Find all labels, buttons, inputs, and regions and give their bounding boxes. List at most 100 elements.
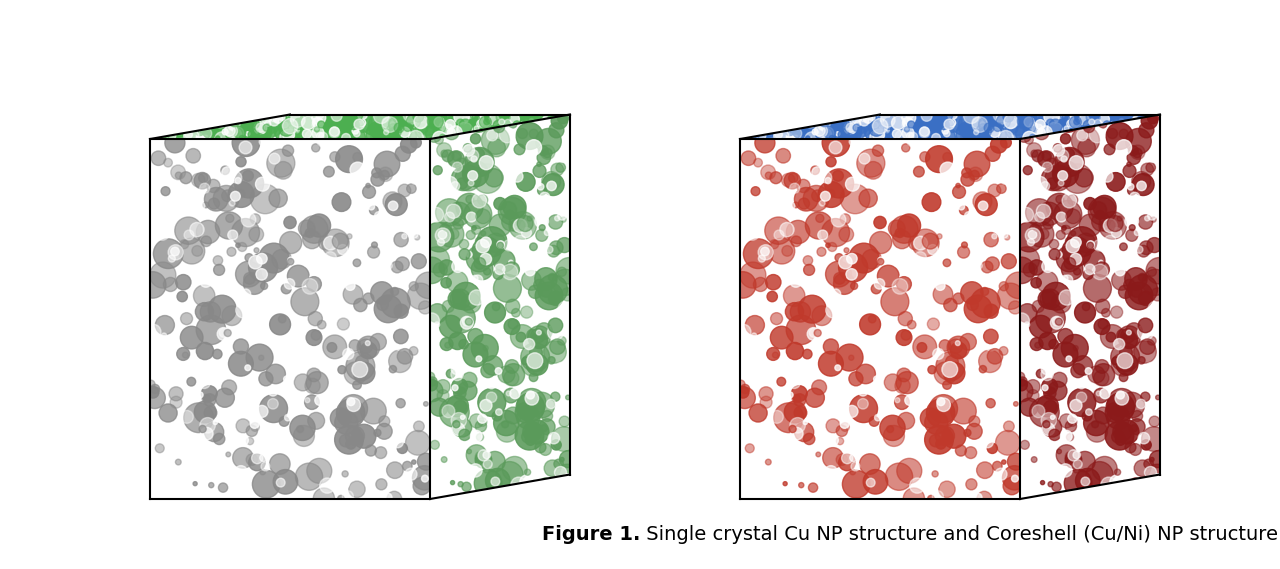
Circle shape <box>435 135 443 144</box>
Circle shape <box>1041 481 1044 485</box>
Circle shape <box>543 112 568 138</box>
Circle shape <box>415 117 439 141</box>
Circle shape <box>525 132 573 180</box>
Circle shape <box>476 356 481 362</box>
Circle shape <box>146 380 155 389</box>
Circle shape <box>936 129 946 139</box>
Circle shape <box>155 444 164 453</box>
Circle shape <box>1051 316 1064 329</box>
Circle shape <box>442 119 470 147</box>
Circle shape <box>230 116 237 122</box>
Circle shape <box>518 121 534 135</box>
Circle shape <box>209 90 243 125</box>
Circle shape <box>297 98 344 146</box>
Circle shape <box>445 113 454 121</box>
Circle shape <box>1001 254 1016 269</box>
Circle shape <box>475 237 484 245</box>
Circle shape <box>822 97 854 130</box>
Circle shape <box>951 398 977 424</box>
Circle shape <box>520 96 566 143</box>
Circle shape <box>997 106 1037 146</box>
Circle shape <box>892 230 911 249</box>
Circle shape <box>247 118 256 127</box>
Circle shape <box>951 343 966 358</box>
Circle shape <box>544 114 549 121</box>
Circle shape <box>300 204 343 246</box>
Circle shape <box>1125 282 1153 310</box>
Circle shape <box>506 299 520 314</box>
Circle shape <box>346 125 365 144</box>
Circle shape <box>535 282 563 310</box>
Circle shape <box>767 105 787 125</box>
Circle shape <box>525 122 540 137</box>
Circle shape <box>335 424 370 459</box>
Circle shape <box>719 455 745 481</box>
Circle shape <box>164 112 177 125</box>
Circle shape <box>932 471 938 477</box>
Circle shape <box>844 288 870 315</box>
Circle shape <box>1140 163 1153 176</box>
Circle shape <box>204 394 216 406</box>
Circle shape <box>527 353 543 369</box>
Circle shape <box>192 246 202 256</box>
Circle shape <box>1155 481 1178 504</box>
Circle shape <box>1010 296 1042 328</box>
Circle shape <box>294 374 311 391</box>
Circle shape <box>503 195 526 218</box>
Circle shape <box>810 263 838 291</box>
Circle shape <box>750 117 787 153</box>
Circle shape <box>556 321 572 339</box>
Circle shape <box>388 201 398 211</box>
Circle shape <box>438 230 447 239</box>
Circle shape <box>479 418 486 426</box>
Circle shape <box>352 424 376 448</box>
Circle shape <box>148 126 160 138</box>
Circle shape <box>1103 118 1126 141</box>
Circle shape <box>1062 237 1091 266</box>
Circle shape <box>435 228 451 243</box>
Circle shape <box>241 102 274 135</box>
Circle shape <box>956 232 970 246</box>
Circle shape <box>413 115 428 129</box>
Circle shape <box>827 125 846 144</box>
Circle shape <box>791 427 803 440</box>
Circle shape <box>543 127 571 155</box>
Circle shape <box>305 395 319 410</box>
Circle shape <box>1060 104 1087 130</box>
Circle shape <box>998 130 1014 146</box>
Circle shape <box>1069 418 1076 426</box>
Circle shape <box>548 324 563 340</box>
Circle shape <box>180 312 192 325</box>
Circle shape <box>141 111 168 138</box>
Circle shape <box>442 123 453 135</box>
Circle shape <box>467 449 471 453</box>
Circle shape <box>952 233 987 267</box>
Circle shape <box>1085 113 1096 123</box>
Circle shape <box>516 129 527 141</box>
Circle shape <box>956 273 963 279</box>
Circle shape <box>358 339 372 353</box>
Circle shape <box>977 384 986 393</box>
Circle shape <box>745 225 760 240</box>
Circle shape <box>878 257 884 265</box>
Circle shape <box>467 154 512 198</box>
Circle shape <box>193 123 206 135</box>
Circle shape <box>563 287 596 320</box>
Circle shape <box>1076 244 1125 292</box>
Circle shape <box>557 427 585 455</box>
Circle shape <box>182 136 216 171</box>
Circle shape <box>317 121 325 128</box>
Circle shape <box>1041 151 1087 198</box>
Circle shape <box>791 117 814 139</box>
Circle shape <box>530 107 547 123</box>
Circle shape <box>374 151 399 177</box>
Circle shape <box>1073 356 1093 375</box>
Circle shape <box>923 110 968 155</box>
Circle shape <box>154 308 186 340</box>
Circle shape <box>1041 364 1052 374</box>
Circle shape <box>229 135 246 152</box>
Circle shape <box>536 257 543 263</box>
Circle shape <box>451 481 454 485</box>
Circle shape <box>486 114 509 136</box>
Circle shape <box>497 241 504 248</box>
